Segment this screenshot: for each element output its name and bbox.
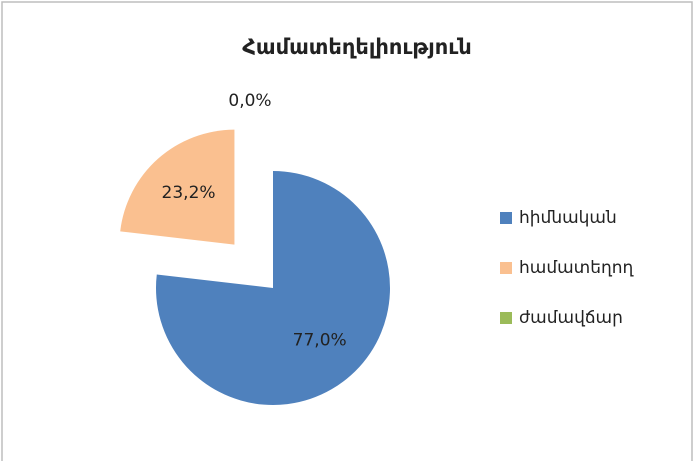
legend-label: ժամավճար xyxy=(519,308,623,328)
pie-slice xyxy=(120,129,235,245)
data-label: 23,2% xyxy=(162,183,216,203)
pie-slice xyxy=(156,171,390,406)
data-label: 77,0% xyxy=(293,330,347,350)
legend-label: համատեղող xyxy=(519,258,635,278)
legend-swatch xyxy=(500,262,512,274)
legend-label: հիմնական xyxy=(519,208,617,228)
legend-swatch xyxy=(500,212,512,224)
legend-swatch xyxy=(500,312,512,324)
chart-title: Համատեղելիություն xyxy=(242,35,472,59)
data-label: 0,0% xyxy=(228,91,271,111)
